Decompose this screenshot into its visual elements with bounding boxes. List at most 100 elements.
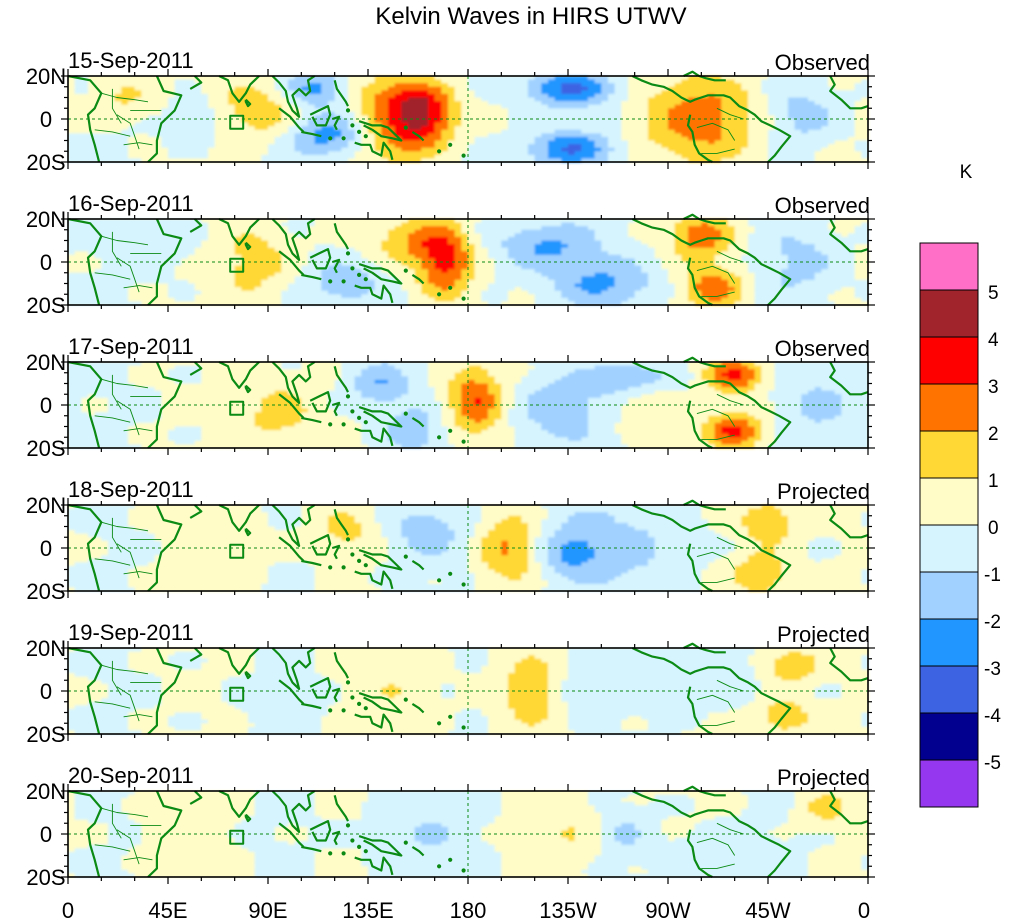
heatmap-cell [268,233,276,238]
heatmap-cell [681,115,689,120]
heatmap-cell [161,301,169,306]
heatmap-cell [654,90,662,95]
heatmap-cell [834,147,842,152]
heatmap-cell [628,86,636,91]
heatmap-cell [794,136,802,142]
heatmap-cell [328,86,336,91]
heatmap-cell [301,104,309,109]
heatmap-cell [68,119,76,124]
heatmap-cell [834,108,842,113]
heatmap-cell [681,119,689,124]
heatmap-cell [148,97,156,102]
heatmap-cell [394,122,402,127]
heatmap-cell [714,83,722,88]
heatmap-cell [534,108,542,113]
heatmap-cell [514,244,522,249]
heatmap-cell [101,219,109,224]
heatmap-cell [328,140,336,145]
heatmap-cell [241,108,249,113]
heatmap-cell [861,108,869,113]
heatmap-cell [328,294,336,299]
heatmap-cell [121,262,129,267]
heatmap-cell [201,158,209,163]
heatmap-cell [541,129,549,134]
heatmap-cell [581,276,589,281]
heatmap-cell [821,147,829,152]
heatmap-cell [834,144,842,149]
heatmap-cell [354,283,362,288]
heatmap-cell [441,97,449,102]
heatmap-cell [781,101,789,106]
heatmap-cell [408,254,416,260]
heatmap-cell [461,133,469,138]
heatmap-cell [194,276,202,281]
heatmap-cell [254,90,262,95]
heatmap-cell [268,101,276,106]
heatmap-cell [254,158,262,163]
heatmap-cell [274,290,282,295]
heatmap-cell [228,290,236,295]
heatmap-cell [341,272,349,277]
heatmap-cell [221,233,229,238]
heatmap-cell [328,111,336,117]
heatmap-cell [421,258,429,263]
heatmap-cell [188,283,196,288]
heatmap-cell [514,101,522,106]
heatmap-cell [314,147,322,152]
heatmap-cell [828,133,836,138]
heatmap-cell [314,154,322,160]
heatmap-cell [454,90,462,95]
heatmap-cell [381,129,389,134]
heatmap-cell [561,147,569,152]
heatmap-cell [528,236,536,242]
heatmap-cell [334,108,342,113]
heatmap-cell [88,136,96,142]
heatmap-cell [354,244,362,249]
heatmap-cell [608,90,616,95]
heatmap-cell [88,126,96,131]
heatmap-cell [294,226,302,231]
heatmap-cell [188,83,196,88]
heatmap-cell [214,258,222,263]
heatmap-cell [494,122,502,127]
heatmap-cell [801,151,809,156]
heatmap-cell [481,226,489,231]
heatmap-cell [814,144,822,149]
heatmap-cell [601,269,609,274]
heatmap-cell [821,86,829,91]
heatmap-cell [134,226,142,231]
heatmap-cell [261,115,269,120]
heatmap-cell [174,247,182,252]
heatmap-cell [654,93,662,99]
heatmap-cell [641,158,649,163]
heatmap-cell [481,136,489,142]
heatmap-cell [208,140,216,145]
heatmap-cell [481,272,489,277]
heatmap-cell [221,129,229,134]
heatmap-cell [608,251,616,256]
heatmap-cell [214,301,222,306]
heatmap-cell [454,233,462,238]
heatmap-cell [74,154,82,160]
heatmap-cell [374,104,382,109]
heatmap-cell [201,129,209,134]
heatmap-cell [448,219,456,224]
heatmap-cell [548,90,556,95]
heatmap-cell [248,247,256,252]
heatmap-cell [208,90,216,95]
heatmap-cell [194,86,202,91]
heatmap-cell [288,240,296,245]
heatmap-cell [181,129,189,134]
heatmap-cell [541,276,549,281]
heatmap-cell [194,236,202,242]
heatmap-cell [168,101,176,106]
heatmap-cell [174,158,182,163]
heatmap-cell [341,104,349,109]
heatmap-cell [328,276,336,281]
heatmap-cell [461,119,469,124]
heatmap-cell [101,287,109,292]
heatmap-cell [134,101,142,106]
heatmap-cell [328,108,336,113]
heatmap-cell [501,86,509,91]
heatmap-cell [354,287,362,292]
